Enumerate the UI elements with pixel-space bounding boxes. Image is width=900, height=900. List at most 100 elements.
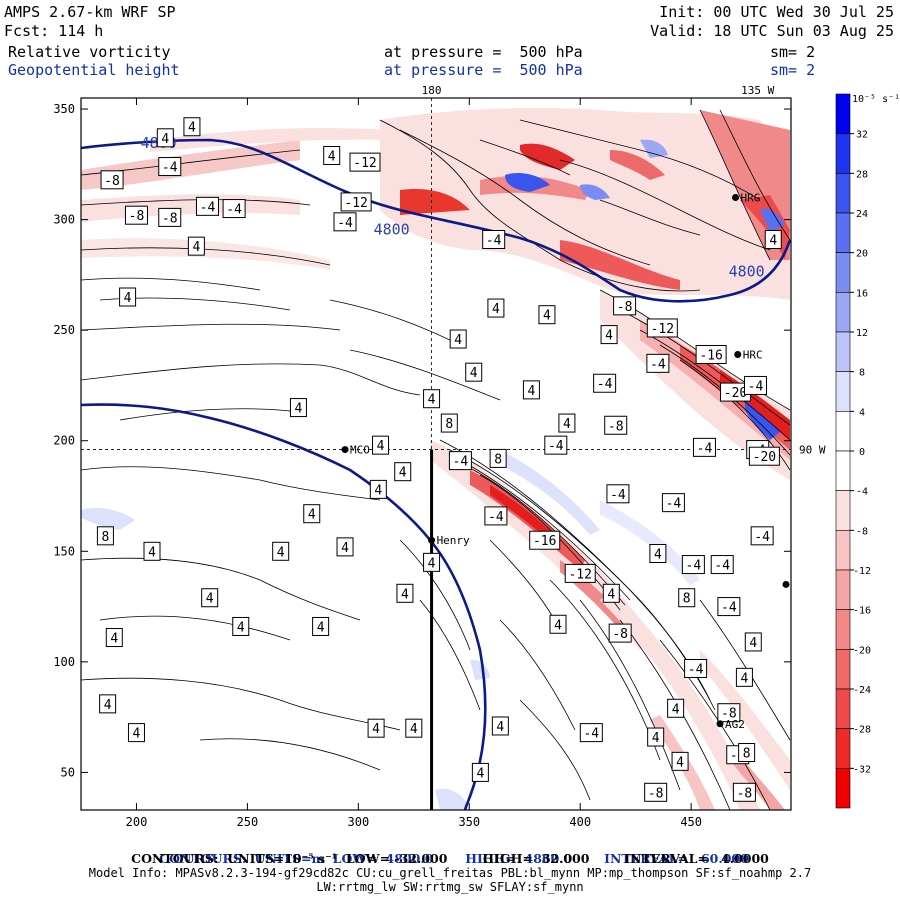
contour-value: -4	[754, 530, 770, 545]
contour-value: 8	[494, 452, 502, 467]
contour-label: 4	[201, 588, 219, 608]
contour-label: 8	[96, 526, 114, 546]
footer-line-1: CONTOURS: UNITS=m LOW= 4800.0 HIGH= 4860…	[0, 838, 900, 866]
contour-value-box	[423, 389, 441, 409]
contour-value: -12	[353, 156, 376, 171]
contour-value-box	[143, 541, 161, 561]
contour-label: -4	[684, 658, 708, 678]
contour-value-box	[717, 597, 741, 617]
contour-value-box	[558, 413, 576, 433]
contour-value-box	[732, 782, 756, 802]
contour-value: 4	[563, 417, 571, 432]
axis-ticks: 200 250 300 350 400 450 50 100 150 200 250 300 350	[53, 98, 791, 829]
contour-value-box	[349, 152, 381, 172]
contour-value: 4	[652, 731, 660, 746]
contour-value-box	[608, 623, 632, 643]
colorbar-swatch	[835, 212, 851, 253]
station-marker	[716, 720, 724, 728]
colorbar-swatch	[835, 688, 851, 729]
contour-value: 4	[317, 620, 325, 635]
geopotential-height-lines	[81, 138, 791, 810]
colorbar-tick-label: 20	[856, 249, 868, 260]
field1-smoothing: sm= 2	[770, 43, 816, 61]
contour-value: 4	[605, 329, 613, 344]
contour-value-box	[764, 230, 782, 250]
contour-value-box	[336, 537, 354, 557]
contour-value: 4	[470, 366, 478, 381]
plot-frame	[80, 97, 792, 811]
contour-value: -16	[533, 534, 556, 549]
colorbar-tick-label: -20	[853, 645, 871, 656]
y-tick-label: 150	[53, 544, 75, 558]
contour-value-box	[484, 506, 508, 526]
contour-value-box	[750, 526, 774, 546]
contour-label: -4	[744, 375, 767, 395]
contour-value-box	[471, 762, 489, 782]
contour-value: 4	[676, 755, 684, 770]
contour-value-box	[692, 437, 716, 457]
colorbar-swatch	[835, 609, 851, 650]
contour-label: 8	[440, 413, 458, 433]
colorbar-tick-label: 28	[856, 169, 868, 180]
contour-label: -12	[340, 192, 372, 212]
contour-label: -4	[646, 353, 670, 373]
colorbar-swatch	[835, 649, 851, 690]
contour-label: -4	[579, 723, 603, 743]
longitude-label: 180	[422, 84, 442, 97]
contour-label: 4	[367, 718, 385, 738]
contour-value-box	[489, 448, 507, 468]
contour-value-box	[312, 616, 330, 636]
contour-label: -8	[100, 170, 124, 190]
contour-label: 4	[405, 718, 423, 738]
station-label: Henry	[437, 534, 470, 547]
station-label: MCO	[350, 444, 370, 457]
contour-value-box	[333, 212, 357, 232]
contour-label: -4	[661, 493, 685, 513]
contour-value-box	[195, 196, 219, 216]
contour-value-box	[448, 451, 472, 471]
contour-label: -4	[158, 157, 182, 177]
colorbar-swatch	[835, 728, 851, 769]
vorticity-map: 200 250 300 350 400 450 50 100 150 200 250 300 350 4…	[53, 84, 826, 829]
contour-value: 4	[527, 384, 535, 399]
y-tick-label: 50	[61, 765, 75, 779]
footer-low: LOW= 4800.0	[332, 851, 434, 866]
contour-label: -4	[482, 230, 506, 250]
contour-value-box	[671, 751, 689, 771]
contour-value: 4	[341, 541, 349, 556]
contour-value-box	[738, 743, 756, 763]
colorbar-tick-label: -12	[853, 566, 871, 577]
contour-label: 8	[489, 448, 507, 468]
contour-label: 4	[522, 380, 540, 400]
station-marker	[428, 536, 436, 544]
contour-value-box	[549, 614, 567, 634]
contour-value: -8	[648, 786, 664, 801]
contour-value-box	[538, 305, 556, 325]
contour-value-box	[684, 658, 708, 678]
contour-value: -4	[583, 727, 599, 742]
contour-label: 4	[272, 541, 290, 561]
colorbar: 10⁻⁵ s⁻¹ 32 28 24 20 16 12 8 4 0 -4 -8 -12 -16 -20 -24…	[835, 93, 900, 809]
contour-label: 4	[558, 413, 576, 433]
contour-label: 4	[487, 298, 505, 318]
contour-value: -12	[568, 567, 591, 582]
colorbar-swatch	[835, 252, 851, 293]
contour-value: -4	[650, 357, 666, 372]
contour-value-box	[544, 435, 568, 455]
contour-value-box	[667, 698, 685, 718]
contour-value-box	[449, 329, 467, 349]
contour-value: -4	[200, 200, 216, 215]
contour-label: -4	[717, 597, 741, 617]
contour-value: 4	[769, 234, 777, 249]
contour-value-box	[646, 318, 678, 338]
contour-value: -8	[104, 174, 120, 189]
contour-label: 8	[678, 588, 696, 608]
colorbar-tick-label: -4	[856, 487, 868, 498]
contour-value: 4	[295, 402, 303, 417]
contour-value: -4	[488, 510, 504, 525]
field2-smoothing: sm= 2	[770, 61, 816, 79]
contour-label: -16	[695, 344, 727, 364]
contour-label: -8	[613, 296, 637, 316]
colorbar-swatch	[835, 490, 851, 531]
contour-value: -4	[688, 662, 704, 677]
